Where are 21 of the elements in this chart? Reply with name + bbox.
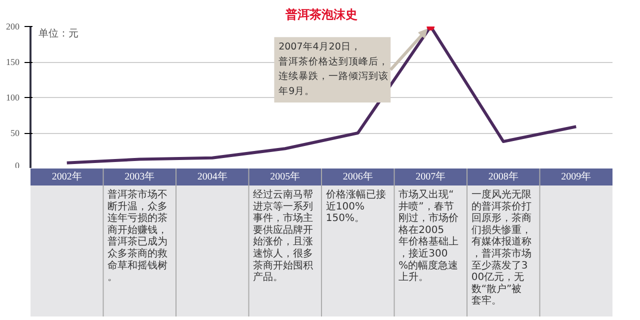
text: 一度风光无限的普洱茶价打回原形，茶商们损失惨重，有媒体报道称，普洱茶市场至少蒸发了300亿元，无数“散户”被套牢。 bbox=[471, 190, 532, 307]
y-tick-label: 50 bbox=[10, 128, 20, 138]
text: 价格涨幅已接近100% 150%。 bbox=[324, 188, 386, 224]
text: 普洱茶市场不断升温，众多连年亏损的茶商开始赚钱，普洱茶已成为众多茶商的救命草和摇钱树。 bbox=[108, 188, 168, 284]
text: 经过云南马帮进京等一系列事件，市场主要供应品牌开始涨价，且涨速惊人，很多茶商开始囤积产品。 bbox=[253, 188, 314, 284]
x-tick-label: 2007年 bbox=[416, 170, 446, 182]
x-tick-label: 2003年 bbox=[124, 170, 155, 182]
x-tick-label: 2006年 bbox=[342, 170, 373, 182]
text: 市场又出现“井喷”，春节刚过，市场价格在2005年价格基础上，接近300%的幅度急速上升。 bbox=[398, 188, 459, 284]
y-tick-label: 200 bbox=[6, 22, 20, 32]
x-tick-label: 2004年 bbox=[197, 170, 228, 182]
x-tick-label: 2002年 bbox=[52, 170, 82, 182]
annotation: 2007年4月20日，普洱茶价格达到顶峰后，连续暴跌，一路倾泻到该年9月。 bbox=[278, 40, 389, 98]
line-series bbox=[65, 26, 578, 164]
x-tick-label: 2005年 bbox=[270, 170, 300, 182]
x-tick-label: 2009年 bbox=[561, 170, 592, 182]
x-tick-label: 2008年 bbox=[488, 170, 518, 182]
y-tick-label: 100 bbox=[6, 92, 20, 102]
y-axis-title: 单位：元 bbox=[38, 28, 78, 40]
chart-title: 普洱茶泡沫史 bbox=[284, 8, 358, 22]
y-tick-label: 150 bbox=[6, 57, 20, 67]
